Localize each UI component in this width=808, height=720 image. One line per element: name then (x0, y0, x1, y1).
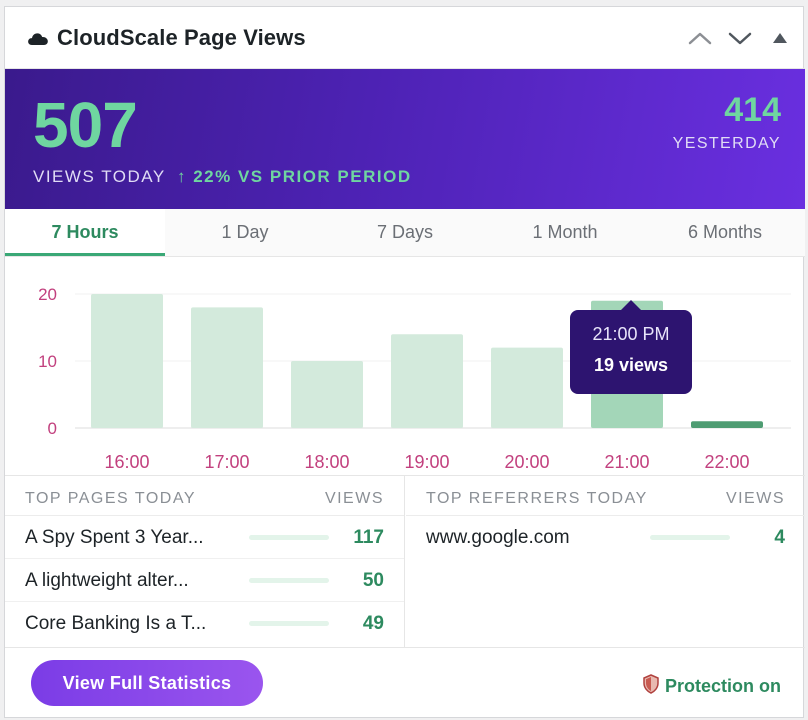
x-tick-label: 19:00 (404, 452, 449, 472)
tab-7-hours[interactable]: 7 Hours (5, 209, 165, 256)
table-row[interactable]: www.google.com 4 (406, 516, 805, 559)
y-tick-label: 0 (48, 419, 57, 438)
tooltip-time: 21:00 PM (592, 324, 670, 344)
chart-canvas: 20 10 0 16:00 17:00 18:00 19:00 20:00 21:00 22:00 (38, 285, 791, 472)
top-pages-header: TOP PAGES TODAY VIEWS (5, 476, 404, 516)
views-today-value: 507 (33, 89, 138, 161)
y-tick-label: 10 (38, 352, 57, 371)
tab-1-month[interactable]: 1 Month (485, 209, 645, 256)
shield-icon (643, 674, 659, 699)
chart-bar (691, 421, 763, 428)
table-row[interactable]: Core Banking Is a T... 49 (5, 602, 404, 645)
chevron-down-icon[interactable] (725, 25, 755, 51)
tab-7-days[interactable]: 7 Days (325, 209, 485, 256)
views-bar (650, 535, 730, 540)
page-title[interactable]: A lightweight alter... (25, 570, 189, 591)
top-referrers-views-heading: VIEWS (725, 490, 785, 507)
yesterday-value: 414 (724, 91, 781, 129)
widget-controls (685, 25, 795, 51)
chart-bar (391, 334, 463, 428)
collapse-triangle-icon[interactable] (765, 25, 795, 51)
view-full-statistics-button[interactable]: View Full Statistics (31, 660, 263, 706)
top-referrers-header: TOP REFERRERS TODAY VIEWS (406, 476, 805, 516)
top-lists: TOP PAGES TODAY VIEWS A Spy Spent 3 Year… (5, 475, 805, 648)
views-bar (249, 621, 329, 626)
table-row[interactable]: A Spy Spent 3 Year... 117 (5, 516, 404, 559)
referrer-views: 4 (774, 527, 785, 548)
tab-1-day[interactable]: 1 Day (165, 209, 325, 256)
x-tick-label: 21:00 (604, 452, 649, 472)
page-title[interactable]: Core Banking Is a T... (25, 613, 207, 634)
top-pages-heading: TOP PAGES TODAY (25, 490, 196, 507)
page-views-widget: CloudScale Page Views 507 VIEWS TODAY ↑ … (4, 6, 805, 719)
range-tabs: 7 Hours 1 Day 7 Days 1 Month 6 Months (5, 209, 805, 257)
chart-bar (91, 294, 163, 428)
table-row[interactable]: A lightweight alter... 50 (5, 559, 404, 602)
widget-footer: View Full Statistics Protection on (5, 647, 805, 719)
top-referrers-heading: TOP REFERRERS TODAY (426, 490, 648, 507)
views-today-label: VIEWS TODAY (33, 167, 166, 186)
x-tick-label: 16:00 (104, 452, 149, 472)
tab-6-months[interactable]: 6 Months (645, 209, 805, 256)
y-tick-label: 20 (38, 285, 57, 304)
widget-title: CloudScale Page Views (27, 25, 306, 51)
referrer-domain[interactable]: www.google.com (426, 527, 570, 548)
page-views: 50 (362, 570, 384, 591)
protection-status: Protection on (643, 674, 781, 699)
x-tick-label: 18:00 (304, 452, 349, 472)
chart-bar (491, 347, 563, 428)
x-tick-label: 17:00 (204, 452, 249, 472)
tooltip-value: 19 views (593, 355, 669, 375)
x-tick-label: 22:00 (704, 452, 749, 472)
chevron-up-icon[interactable] (685, 25, 715, 51)
page-views: 117 (353, 527, 384, 548)
page-views: 49 (362, 613, 384, 634)
protection-label: Protection on (665, 676, 781, 696)
widget-header: CloudScale Page Views (5, 7, 805, 69)
views-bar (249, 578, 329, 583)
chart-bar (191, 307, 263, 428)
x-tick-label: 20:00 (504, 452, 549, 472)
chart-bar (291, 361, 363, 428)
chart-tooltip: 21:00 PM 19 views (570, 300, 692, 394)
change-vs-prior: ↑ 22% VS PRIOR PERIOD (177, 167, 412, 186)
views-bar-chart: 20 10 0 16:00 17:00 18:00 19:00 20:00 21:00 22:00… (5, 258, 805, 474)
hero-stats: 507 VIEWS TODAY ↑ 22% VS PRIOR PERIOD 41… (5, 69, 805, 209)
top-pages-views-heading: VIEWS (324, 490, 384, 507)
page-title[interactable]: A Spy Spent 3 Year... (25, 527, 204, 548)
views-bar (249, 535, 329, 540)
yesterday-label: YESTERDAY (672, 135, 781, 152)
top-pages-table: TOP PAGES TODAY VIEWS A Spy Spent 3 Year… (5, 476, 405, 648)
top-referrers-table: TOP REFERRERS TODAY VIEWS www.google.com… (406, 476, 805, 648)
widget-title-text: CloudScale Page Views (57, 25, 306, 50)
cloud-icon (27, 30, 49, 46)
